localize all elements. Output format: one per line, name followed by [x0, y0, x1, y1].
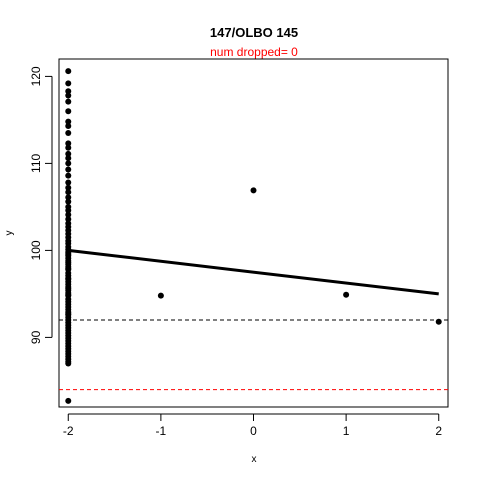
x-axis: -2 -1 0 1 2 — [63, 413, 442, 438]
data-point — [65, 265, 72, 272]
data-point — [65, 189, 72, 196]
data-point — [65, 92, 72, 99]
data-point — [435, 318, 442, 325]
data-point — [65, 122, 72, 129]
data-point — [65, 259, 72, 266]
data-point — [65, 118, 72, 125]
data-point — [65, 276, 72, 283]
data-point — [343, 291, 350, 298]
data-point — [65, 291, 72, 298]
data-point — [65, 155, 72, 162]
chart-title: 147/OLBO 145 — [210, 25, 298, 40]
data-point — [65, 184, 72, 191]
data-points — [65, 68, 442, 404]
y-tick-label: 100 — [29, 240, 43, 260]
data-point — [65, 88, 72, 95]
x-axis-label: x — [252, 454, 257, 465]
chart-subtitle: num dropped= 0 — [210, 45, 298, 59]
plot-frame — [58, 58, 449, 408]
data-point — [65, 397, 72, 404]
data-point — [65, 198, 72, 205]
fit-line-group — [68, 248, 439, 296]
data-point — [65, 150, 72, 157]
x-tick-label: 1 — [343, 424, 350, 438]
data-point — [65, 129, 72, 136]
x-tick-label: 0 — [250, 424, 257, 438]
y-axis: 90 100 110 120 — [29, 66, 53, 344]
y-tick-label: 120 — [29, 66, 43, 86]
data-point — [65, 160, 72, 167]
y-axis-label: y — [4, 231, 15, 236]
x-tick-label: 2 — [435, 424, 442, 438]
data-point — [157, 292, 164, 299]
data-point — [65, 80, 72, 87]
data-point — [65, 144, 72, 151]
x-tick-label: -2 — [63, 424, 74, 438]
data-point — [65, 216, 72, 223]
data-point — [65, 310, 72, 317]
data-point — [65, 211, 72, 218]
data-point — [65, 194, 72, 201]
data-point — [65, 207, 72, 214]
data-point — [65, 250, 72, 257]
data-point — [65, 68, 72, 75]
data-point — [250, 187, 257, 194]
data-point — [65, 172, 72, 179]
data-point — [65, 179, 72, 186]
y-tick-label: 110 — [29, 154, 43, 173]
fit-line — [68, 248, 439, 296]
data-point — [65, 98, 72, 105]
data-point — [65, 166, 72, 173]
data-point — [65, 360, 72, 367]
data-point — [65, 108, 72, 115]
reference-lines — [59, 319, 448, 391]
y-tick-label: 90 — [29, 330, 43, 344]
x-tick-label: -1 — [156, 424, 167, 438]
data-point — [65, 140, 72, 147]
data-point — [65, 285, 72, 292]
